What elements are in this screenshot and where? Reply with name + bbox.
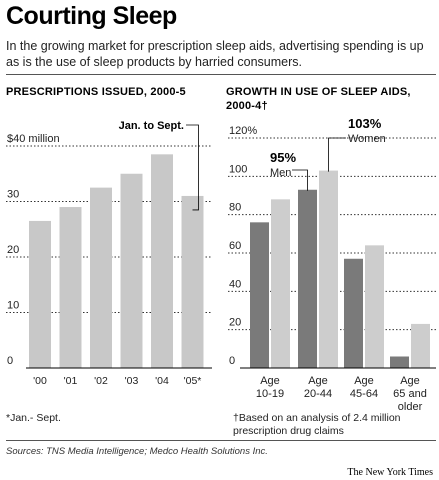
men-bar bbox=[298, 189, 317, 368]
left-y-tick-label: 20 bbox=[7, 244, 19, 256]
prescription-bar bbox=[59, 207, 82, 368]
right-y-tick-label: 100 bbox=[229, 163, 247, 175]
right-y-tick-label: 60 bbox=[229, 240, 241, 252]
left-x-tick-label: '04 bbox=[155, 375, 169, 387]
top-divider bbox=[6, 74, 436, 75]
left-chart-title: PRESCRIPTIONS ISSUED, 2000-5 bbox=[6, 86, 186, 98]
credit: The New York Times bbox=[347, 467, 433, 478]
right-x-tick-label: Age bbox=[260, 375, 280, 387]
right-y-tick-label: 80 bbox=[229, 202, 241, 214]
right-chart-title: GROWTH IN USE OF SLEEP AIDS, 2000-4† bbox=[226, 86, 411, 112]
prescription-bar bbox=[120, 173, 143, 368]
left-x-tick-label: '03 bbox=[125, 375, 139, 387]
left-y-tick-label: 30 bbox=[7, 189, 19, 201]
men-bar bbox=[390, 356, 409, 368]
men-bar bbox=[250, 222, 269, 368]
men-bar bbox=[344, 258, 363, 368]
right-y-tick-label: 120% bbox=[229, 125, 257, 137]
women-bar bbox=[411, 323, 430, 368]
right-y-tick-label: 20 bbox=[229, 317, 241, 329]
left-x-tick-label: '01 bbox=[64, 375, 78, 387]
right-x-tick-label: Age bbox=[354, 375, 374, 387]
right-footnote: †Based on an analysis of 2.4 million pre… bbox=[233, 412, 401, 437]
right-x-tick-label: Age bbox=[400, 375, 420, 387]
right-x-tick-label: 20-44 bbox=[304, 388, 332, 400]
women-callout-value: 103% bbox=[348, 116, 382, 131]
prescription-bar bbox=[181, 195, 204, 368]
left-y-tick-label: $40 million bbox=[7, 133, 60, 145]
women-callout-leader bbox=[328, 137, 346, 172]
right-x-tick-label: older bbox=[398, 401, 423, 413]
right-y-tick-label: 40 bbox=[229, 278, 241, 290]
page-subtitle: In the growing market for prescription s… bbox=[6, 39, 424, 69]
left-x-tick-label: '00 bbox=[33, 375, 47, 387]
sources: Sources: TNS Media Intelligence; Medco H… bbox=[6, 446, 268, 457]
left-annotation-leader bbox=[186, 124, 199, 211]
left-x-tick-label: '05* bbox=[184, 375, 202, 387]
prescription-bar bbox=[29, 220, 51, 368]
left-y-tick-label: 10 bbox=[7, 300, 19, 312]
left-annotation: Jan. to Sept. bbox=[119, 120, 184, 132]
right-x-tick-label: 65 and bbox=[393, 388, 427, 400]
bottom-divider bbox=[6, 440, 436, 441]
right-x-tick-label: Age bbox=[308, 375, 328, 387]
prescription-bar bbox=[151, 154, 173, 368]
men-callout-leader bbox=[292, 169, 308, 191]
right-x-tick-label: 10-19 bbox=[256, 388, 284, 400]
women-bar bbox=[319, 170, 338, 368]
left-footnote: *Jan.- Sept. bbox=[6, 412, 61, 424]
women-bar bbox=[365, 245, 384, 368]
prescription-bar bbox=[90, 187, 112, 368]
left-y-tick-label: 0 bbox=[7, 355, 13, 367]
men-callout-label: Men bbox=[270, 167, 291, 179]
right-y-tick-label: 0 bbox=[229, 355, 235, 367]
page-title: Courting Sleep bbox=[6, 2, 177, 30]
left-x-tick-label: '02 bbox=[94, 375, 108, 387]
men-callout-value: 95% bbox=[270, 150, 296, 165]
right-x-tick-label: 45-64 bbox=[350, 388, 378, 400]
women-bar bbox=[271, 199, 290, 368]
women-callout-label: Women bbox=[348, 133, 386, 145]
